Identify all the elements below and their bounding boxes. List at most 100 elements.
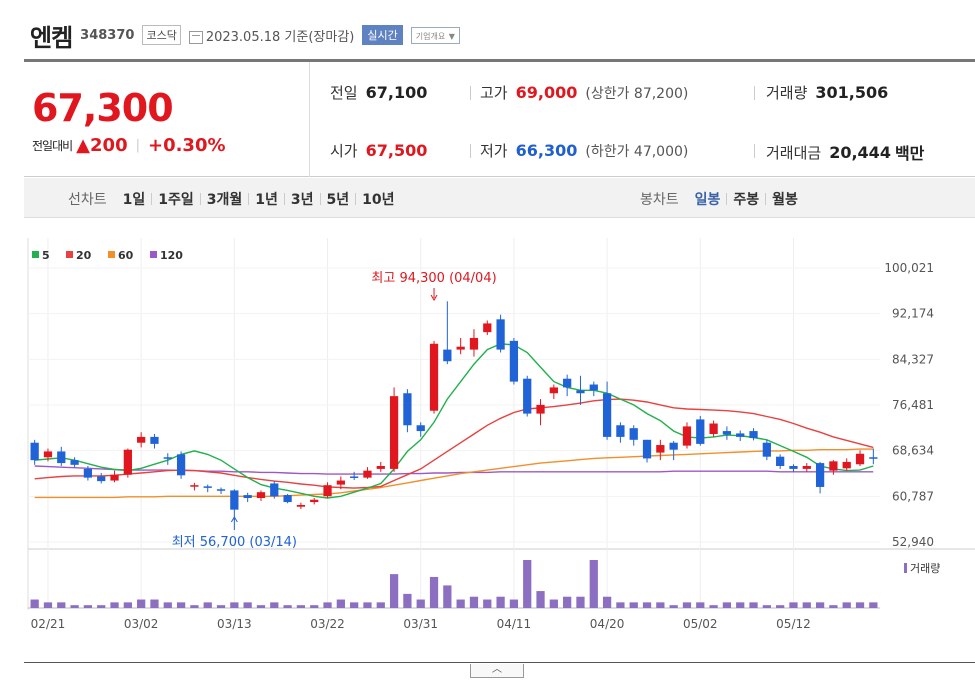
company-info-button[interactable]: 기업개요 ▼ [410, 26, 460, 44]
chevron-up-icon: ︿ [492, 664, 502, 675]
company-info-label: 기업개요 [415, 31, 446, 41]
legend-label: 60 [118, 249, 134, 262]
candle-body [336, 480, 345, 485]
realtime-button[interactable]: 실시간 [362, 25, 403, 45]
volume-legend-label: 거래량 [910, 562, 940, 575]
candle-body [363, 470, 372, 478]
volume-bar [110, 602, 119, 608]
candle-period-button-0[interactable]: 일봉 [694, 192, 721, 208]
volume-bar [363, 602, 372, 608]
volume-bar [589, 560, 598, 608]
amount-value: 20,444 [829, 142, 891, 162]
y-tick-label: 92,174 [892, 307, 934, 321]
high-label: 고가 [480, 84, 508, 102]
volume-bar [296, 605, 306, 608]
legend-swatch [150, 251, 157, 258]
change-value: 200 [90, 135, 128, 156]
volume-bar [815, 602, 825, 608]
volume-bar [443, 585, 452, 608]
volume-bar [696, 602, 705, 608]
market-badge: 코스닥 [142, 25, 181, 45]
candle-body [736, 433, 745, 437]
candle-period-button-1[interactable]: 주봉 [733, 192, 760, 208]
volume-bar [802, 602, 811, 608]
candle-body [523, 378, 532, 414]
candle-body [669, 442, 678, 450]
candle-body [496, 319, 505, 350]
candle-body [43, 451, 53, 458]
candle-body [389, 396, 399, 469]
volume-bar [669, 605, 678, 608]
legend-label: 120 [160, 249, 183, 262]
volume-bar [190, 605, 199, 608]
volume-bar [429, 576, 439, 608]
lower-limit: (하한가 47,000) [585, 143, 689, 160]
candle-chart-label: 봉차트 [640, 192, 679, 208]
volume-bar [736, 602, 745, 608]
candle-body [483, 323, 492, 333]
quote-date: 2023.05.18 [205, 29, 281, 45]
y-tick-label: 60,787 [892, 489, 934, 503]
period-button-6[interactable]: 10년 [362, 192, 395, 208]
x-tick-label: 03/02 [124, 617, 159, 631]
candle-body [323, 485, 332, 497]
volume-bar [776, 605, 785, 608]
stock-name: 엔켐 [30, 23, 73, 52]
candle-body [682, 426, 692, 446]
period-button-2[interactable]: 3개월 [206, 192, 243, 208]
volume-bar [350, 602, 359, 608]
period-button-4[interactable]: 3년 [290, 192, 314, 208]
volume-bar [176, 602, 186, 608]
period-button-0[interactable]: 1일 [122, 192, 146, 208]
amount-label: 거래대금 [766, 143, 822, 162]
volume-bar [270, 602, 279, 608]
volume-bar [709, 605, 718, 608]
legend-label: 5 [42, 249, 50, 262]
candle-body [150, 436, 159, 444]
collapse-button[interactable]: ︿ [470, 664, 524, 678]
upper-limit: (상한가 87,200) [585, 85, 689, 102]
volume-bar [855, 602, 865, 608]
y-tick-label: 100,021 [884, 261, 934, 275]
volume-bar [483, 599, 492, 608]
candle-body [722, 431, 732, 435]
x-tick-label: 04/20 [590, 617, 625, 631]
high-annotation: 최고 94,300 (04/04) [371, 271, 496, 286]
candle-body [815, 463, 825, 487]
change-percent: +0.30% [147, 135, 226, 156]
candle-body [629, 428, 638, 440]
volume-bar [30, 599, 39, 608]
legend-label: 20 [76, 249, 92, 262]
candle-body [536, 404, 545, 414]
open-label: 시가 [330, 142, 358, 160]
candle-body [776, 456, 785, 466]
volume-bar [389, 574, 399, 608]
candle-body [589, 384, 598, 391]
candle-body [176, 454, 186, 476]
volume-bar [789, 602, 798, 608]
candle-body [243, 495, 252, 499]
legend-swatch [66, 251, 73, 258]
volume-bar [749, 602, 758, 608]
period-button-5[interactable]: 5년 [326, 192, 350, 208]
high-value: 69,000 [515, 83, 578, 102]
volume-value: 301,506 [815, 83, 889, 102]
candle-body [403, 393, 412, 426]
period-button-3[interactable]: 1년 [255, 192, 278, 208]
candle-body [443, 349, 452, 362]
candle-body [869, 457, 878, 459]
period-button-1[interactable]: 1주일 [158, 192, 194, 208]
stock-code: 348370 [80, 27, 135, 43]
candle-body [549, 387, 558, 394]
volume-bar [549, 599, 558, 608]
candle-body [696, 419, 705, 444]
candle-body [842, 461, 851, 469]
volume-bar [722, 602, 732, 608]
volume-bar [256, 605, 266, 608]
x-tick-label: 03/31 [403, 617, 438, 631]
volume-bar [123, 602, 132, 608]
candle-period-button-2[interactable]: 월봉 [772, 192, 798, 208]
volume-bar [762, 605, 771, 608]
candle-body [70, 460, 79, 465]
candle-body [576, 390, 585, 394]
